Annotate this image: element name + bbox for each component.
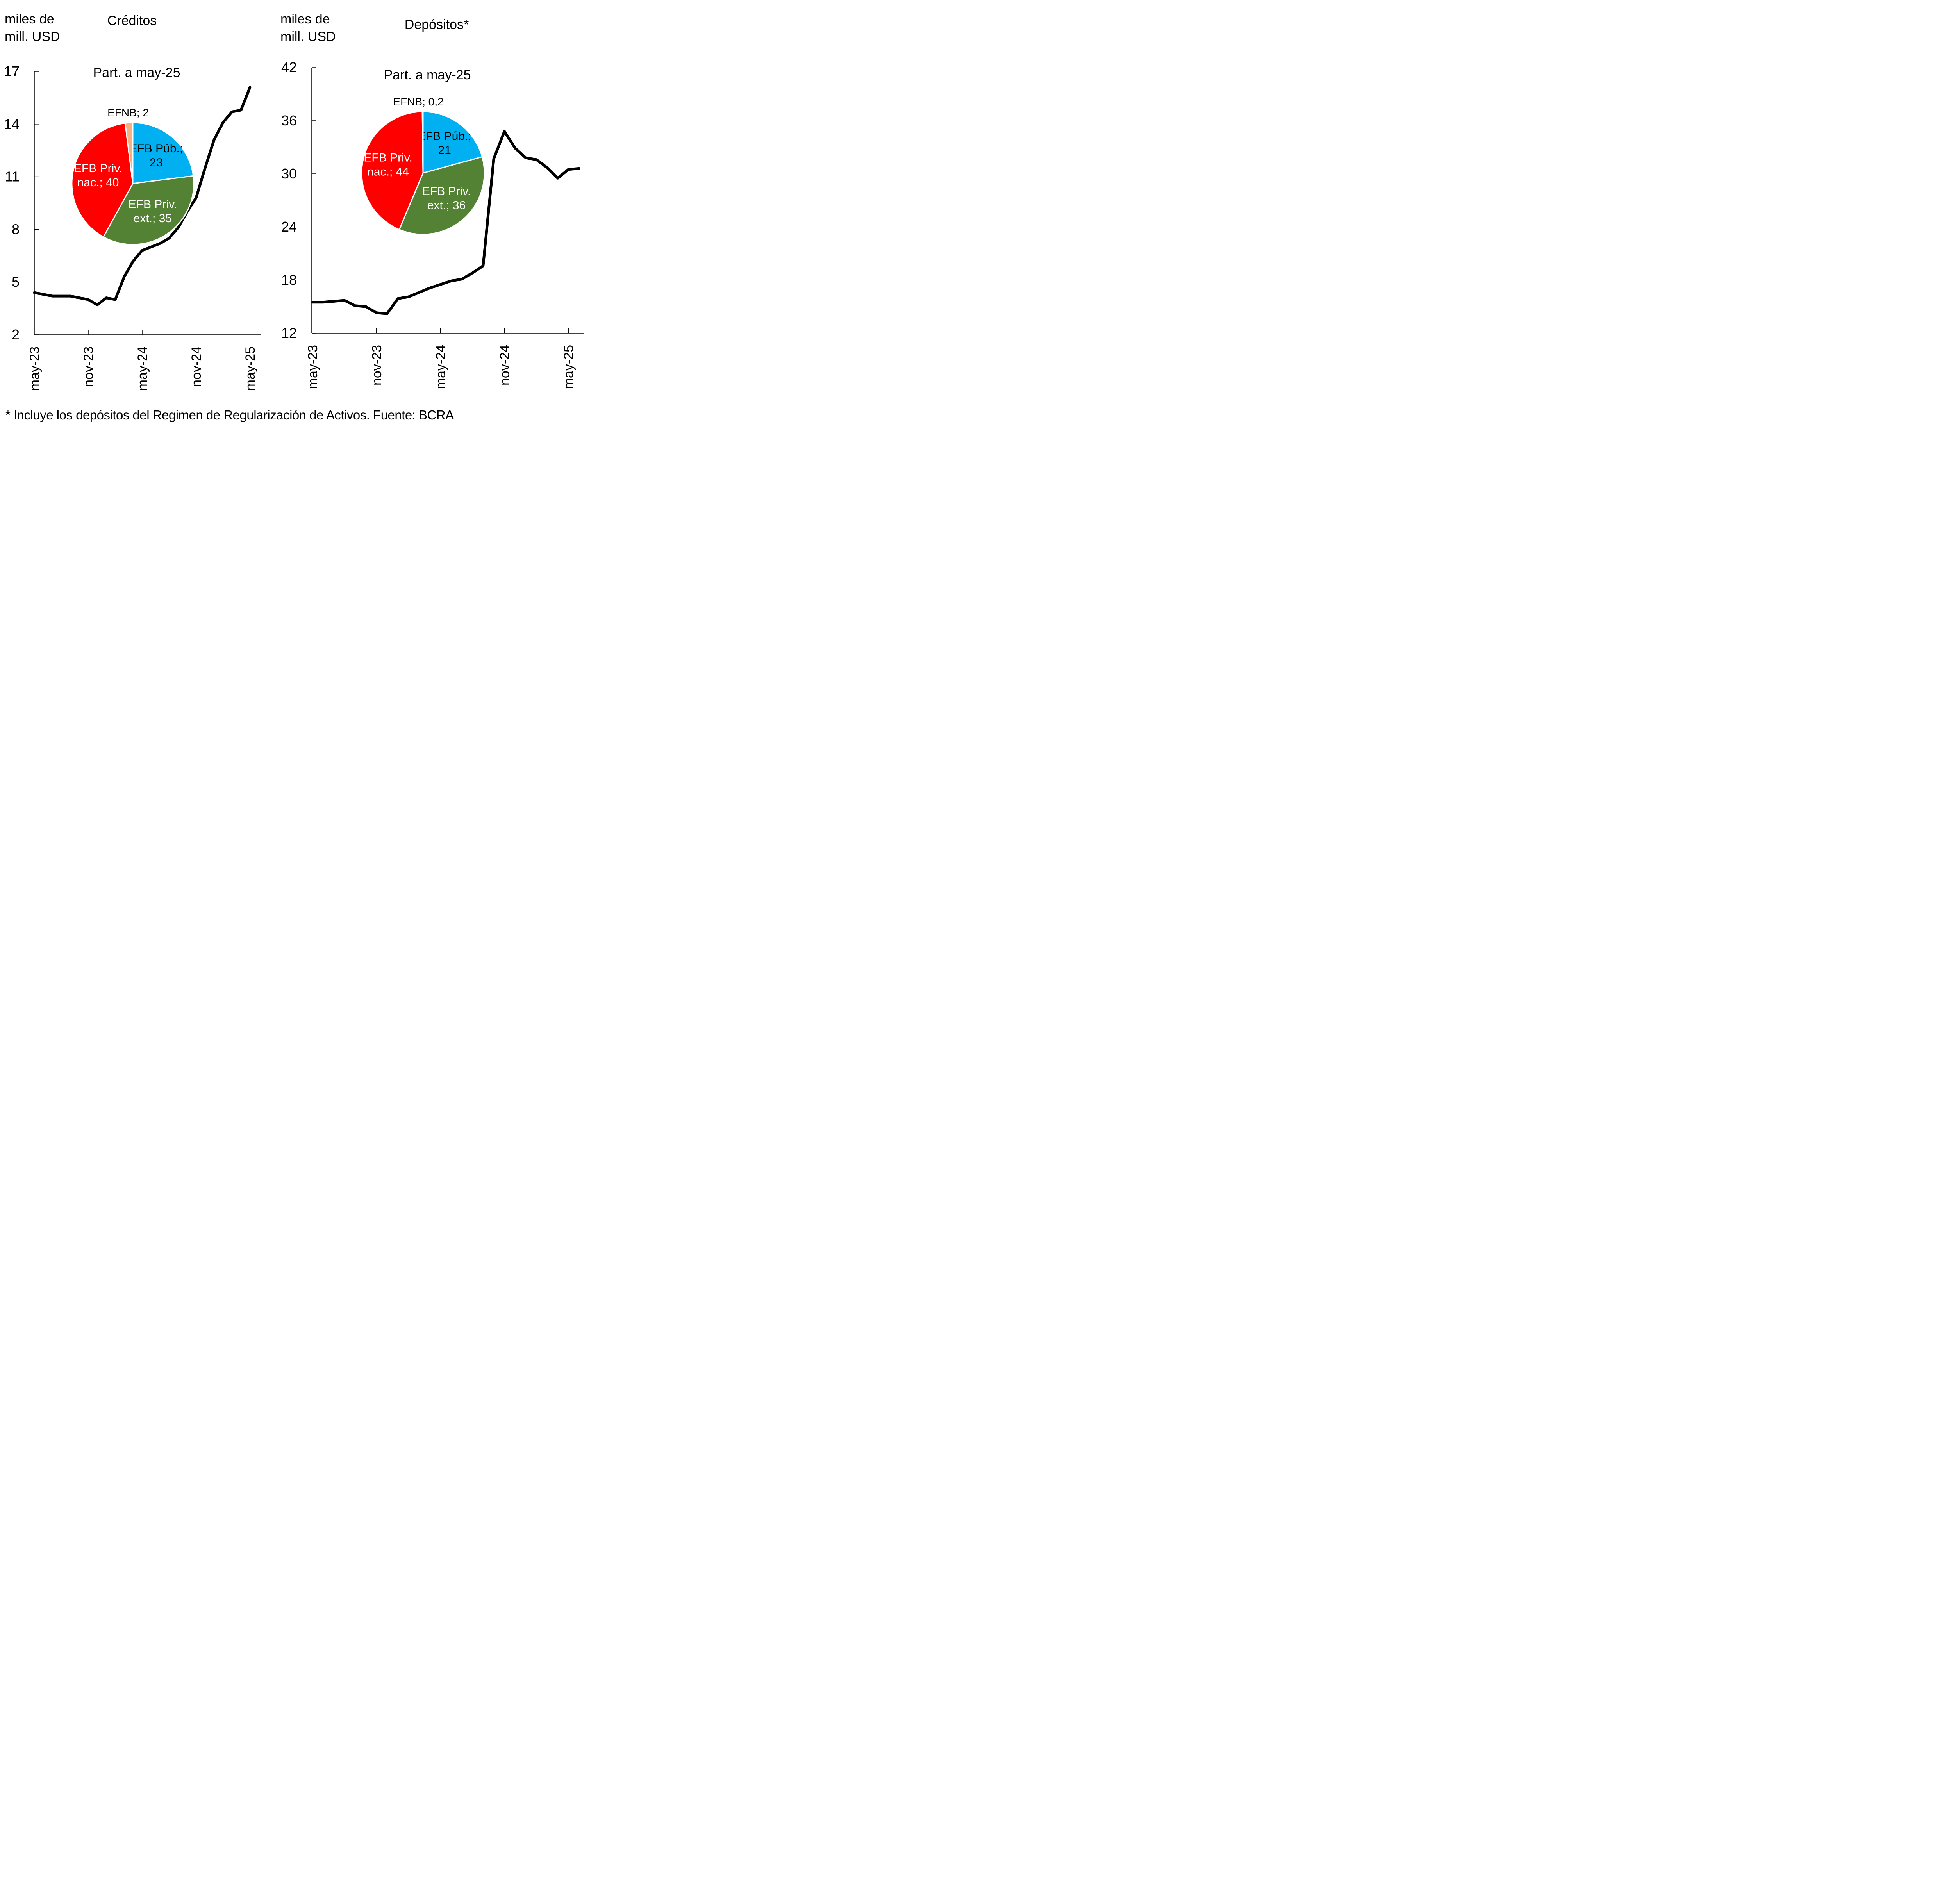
pie-label: ext.; 35 bbox=[134, 212, 172, 225]
x-tick-label: nov-23 bbox=[370, 345, 384, 385]
pie-title: Part. a may-25 bbox=[384, 68, 471, 82]
pie-label: EFB Priv. bbox=[422, 185, 471, 198]
pie-slice-efb-priv-ext- bbox=[398, 156, 485, 235]
x-tick-label: may-24 bbox=[434, 345, 448, 389]
pie-label: EFNB; 0,2 bbox=[393, 96, 443, 108]
x-tick-label: may-23 bbox=[27, 346, 42, 391]
pie-label: EFB Púb.; bbox=[418, 130, 471, 143]
pie-label: nac.; 44 bbox=[367, 166, 409, 178]
pie-slice-efnb bbox=[421, 111, 424, 173]
y-axis-label: mill. USD bbox=[5, 29, 60, 44]
pie-slice-efb-priv-ext- bbox=[102, 175, 195, 245]
y-axis-label: miles de bbox=[5, 12, 54, 27]
line-series bbox=[33, 86, 252, 307]
y-tick-label: 12 bbox=[281, 325, 297, 341]
pie-label: ext.; 36 bbox=[427, 199, 466, 212]
y-tick-label: 30 bbox=[281, 166, 297, 182]
y-tick-label: 2 bbox=[12, 327, 20, 343]
pie-label: EFB Priv. bbox=[129, 198, 177, 211]
panel-title: Créditos bbox=[107, 13, 157, 28]
pie-slice-efb-priv-nac- bbox=[71, 122, 134, 238]
pie-slice-efb-priv-nac- bbox=[361, 111, 424, 230]
pie-label: EFNB; 2 bbox=[107, 107, 149, 119]
x-tick-label: nov-24 bbox=[497, 345, 512, 385]
y-tick-label: 18 bbox=[281, 272, 297, 288]
pie-slice-efnb bbox=[124, 122, 134, 184]
x-tick-label: nov-24 bbox=[189, 346, 204, 387]
pie-label: 23 bbox=[150, 156, 162, 169]
pie-label: 21 bbox=[438, 144, 451, 157]
footnote: * Incluye los depósitos del Regimen de R… bbox=[5, 408, 454, 422]
line-series bbox=[311, 130, 580, 315]
x-tick-label: may-24 bbox=[135, 346, 150, 391]
y-tick-label: 17 bbox=[4, 63, 20, 79]
y-axis-label: mill. USD bbox=[280, 29, 336, 44]
pie-label: EFB Priv. bbox=[364, 152, 412, 164]
y-tick-label: 42 bbox=[281, 59, 297, 75]
panel-title: Depósitos* bbox=[405, 17, 469, 32]
panel-creditos: miles de mill. USD Créditos 2 5 8 11 14 17 may-23… bbox=[4, 12, 261, 391]
pie-slice-efb-p-b- bbox=[132, 122, 194, 184]
y-tick-label: 24 bbox=[281, 219, 297, 235]
y-tick-label: 5 bbox=[12, 274, 20, 290]
x-tick-label: may-23 bbox=[305, 345, 320, 389]
y-tick-label: 36 bbox=[281, 112, 297, 128]
y-tick-label: 14 bbox=[4, 116, 20, 132]
x-tick-label: may-25 bbox=[243, 346, 258, 391]
y-tick-label: 8 bbox=[12, 221, 20, 237]
panel-depositos: miles de mill. USD Depósitos* 12 18 24 30 36 42 m… bbox=[280, 12, 584, 389]
pie-label: nac.; 40 bbox=[77, 176, 119, 189]
x-tick-label: nov-23 bbox=[81, 346, 96, 387]
y-axis-label: miles de bbox=[280, 12, 330, 27]
chart-canvas: miles de mill. USD Créditos 2 5 8 11 14 17 may-23… bbox=[4, 12, 584, 391]
pie-slice-efb-p-b- bbox=[422, 111, 483, 174]
pie-title: Part. a may-25 bbox=[93, 65, 180, 80]
pie-label: EFB Púb.; bbox=[129, 142, 183, 155]
y-tick-label: 11 bbox=[5, 169, 20, 185]
pie-label: EFB Priv. bbox=[74, 162, 122, 175]
x-tick-label: may-25 bbox=[561, 345, 576, 389]
